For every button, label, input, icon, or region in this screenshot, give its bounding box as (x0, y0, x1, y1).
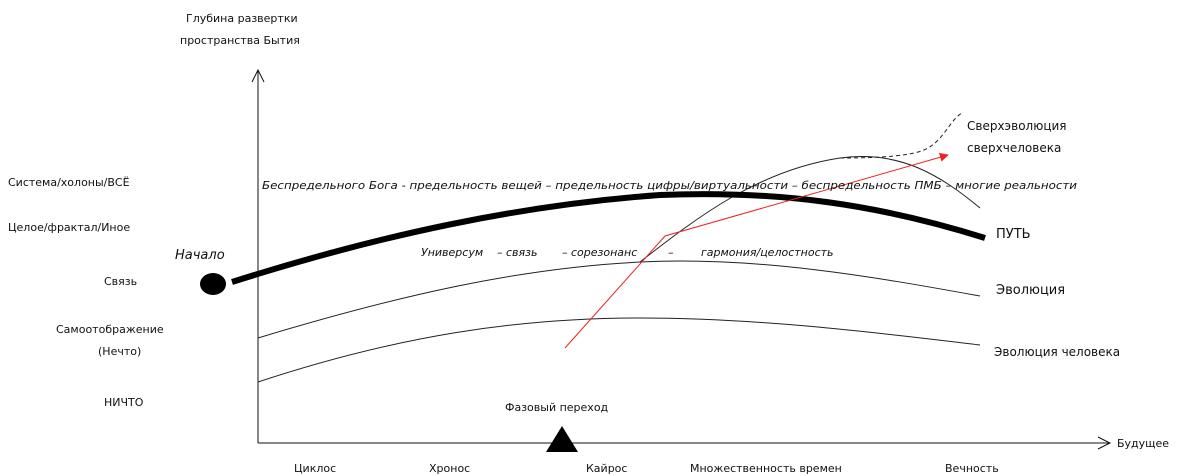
phase-transition-marker (546, 426, 578, 452)
red-growth-arrow (564, 152, 949, 349)
evolution-curve (257, 260, 981, 339)
y-level-self-reflection: Самоотображение (56, 323, 164, 336)
super-evolution-label-line2: сверхчеловека (967, 141, 1061, 155)
lower-caption-sorezonans: – сорезонанс (562, 246, 637, 259)
x-stage-kairos: Кайрос (586, 462, 627, 475)
lower-caption-universum: Универсум (421, 246, 483, 259)
lower-caption-dash: – (668, 246, 674, 259)
start-dot (200, 273, 226, 295)
path-curve (231, 191, 986, 285)
human-evolution-curve (257, 317, 981, 383)
y-axis-title-line1: Глубина развертки (186, 12, 298, 25)
x-stage-cyclos: Циклос (294, 462, 336, 475)
y-level-system: Система/холоны/ВСЁ (8, 176, 130, 189)
y-level-nothing: НИЧТО (104, 396, 144, 409)
y-level-whole: Целое/фрактал/Иное (8, 221, 130, 234)
super-evolution-curve (639, 156, 981, 263)
start-label: Начало (175, 248, 225, 263)
super-evolution-label-line1: Сверхэволюция (967, 119, 1067, 133)
y-level-connection: Связь (104, 275, 137, 288)
y-level-something: (Нечто) (98, 345, 141, 358)
evolution-label: Эволюция (996, 283, 1065, 298)
x-end-label: Будущее (1117, 437, 1169, 450)
x-stage-chronos: Хронос (429, 462, 470, 475)
y-axis-title-line2: пространства Бытия (180, 34, 300, 47)
upper-caption: Беспредельного Бога - предельность вещей… (262, 179, 1077, 192)
super-evolution-dashed (839, 112, 963, 159)
lower-caption-svyaz: – связь (497, 246, 537, 259)
x-stage-eternity: Вечность (945, 462, 999, 475)
lower-caption-garmonia: гармония/целостность (701, 246, 834, 259)
human-evolution-label: Эволюция человека (994, 345, 1120, 359)
x-axis-arrowhead (1097, 436, 1112, 450)
x-stage-multiplicity: Множественность времен (690, 462, 842, 475)
y-axis-arrowhead (251, 68, 265, 83)
phase-transition-label: Фазовый переход (505, 401, 609, 414)
path-label: ПУТЬ (996, 227, 1031, 242)
